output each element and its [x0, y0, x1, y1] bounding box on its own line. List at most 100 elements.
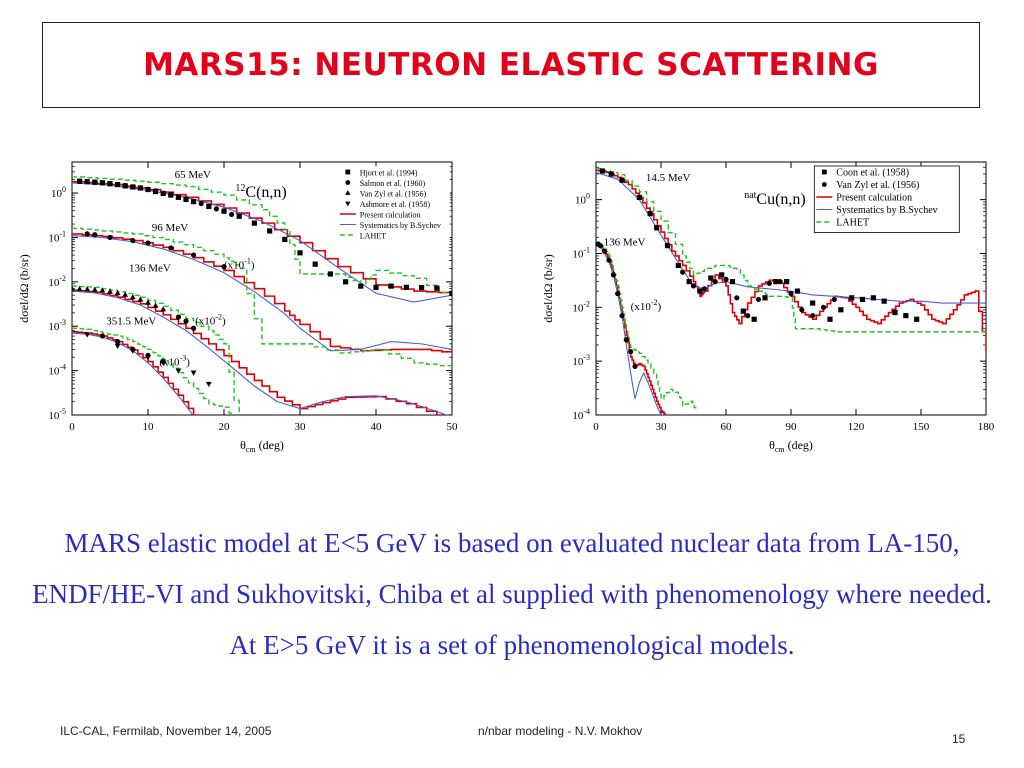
data-point-square — [419, 285, 425, 291]
data-point-circle — [137, 185, 143, 191]
data-point-circle — [734, 295, 740, 301]
data-point-square — [664, 243, 671, 249]
data-point-circle — [183, 318, 189, 324]
legend-label: Salmon et al. (1960) — [360, 179, 426, 188]
data-point-square — [903, 313, 909, 319]
legend: Hjort et al. (1994)Salmon et al. (1960) V… — [337, 166, 450, 244]
legend-label: Hjort et al. (1994) — [360, 169, 418, 178]
data-point-square — [859, 296, 866, 303]
data-point-circle — [145, 240, 151, 246]
legend-marker-square — [345, 169, 351, 175]
x-tick-label: 0 — [593, 421, 599, 433]
data-point-tri-down — [175, 368, 182, 374]
data-point-tri-up — [107, 288, 113, 294]
energy-annotation: (x10-2) — [631, 298, 662, 313]
x-tick-label: 10 — [143, 421, 155, 433]
data-point-circle — [107, 180, 113, 187]
data-point-circle — [820, 304, 827, 310]
data-point-square — [708, 275, 714, 281]
y-tick-label: 100 — [575, 192, 590, 207]
data-point-square — [751, 316, 757, 322]
footer-center: n/nbar modeling - N.V. Mokhov — [478, 724, 643, 738]
data-point-circle — [145, 352, 151, 359]
legend-box — [813, 165, 960, 233]
curve-systematics — [72, 235, 452, 352]
data-point-tri-up — [84, 286, 91, 292]
data-point-square — [160, 190, 166, 197]
data-point-square — [892, 309, 898, 316]
data-point-square — [810, 300, 816, 306]
panel-label: 12C(n,n) — [235, 183, 286, 201]
data-point-square — [827, 316, 833, 322]
data-point-square — [175, 194, 181, 200]
points-group — [596, 168, 920, 369]
x-tick-label: 40 — [371, 421, 383, 433]
x-tick-label: 20 — [219, 421, 231, 433]
curve-systematics — [596, 245, 670, 415]
data-point-circle — [115, 339, 121, 345]
data-point-square — [358, 283, 364, 289]
slide-title: MARS15: NEUTRON ELASTIC SCATTERING — [143, 47, 879, 83]
data-point-square — [619, 177, 625, 183]
data-point-tri-down — [190, 370, 197, 376]
data-point-tri-up — [160, 306, 167, 312]
x-tick-label: 50 — [447, 421, 459, 433]
x-tick-label: 180 — [978, 421, 995, 433]
data-point-circle — [191, 325, 197, 331]
legend-box — [337, 166, 450, 244]
y-tick-label: 10-2 — [48, 274, 66, 289]
data-point-square — [740, 308, 746, 314]
energy-annotation: (x10-3) — [159, 354, 190, 369]
data-point-tri-up — [76, 285, 83, 292]
data-point-square — [312, 261, 318, 267]
data-point-circle — [229, 211, 235, 218]
data-point-circle — [615, 290, 621, 297]
data-point-square — [130, 184, 136, 190]
data-point-circle — [122, 182, 128, 189]
data-point-tri-up — [122, 291, 129, 297]
data-point-circle — [712, 279, 718, 285]
panel-label: natCu(n,n) — [744, 190, 806, 208]
energy-annotation: 65 MeV — [175, 169, 211, 181]
data-point-square — [654, 225, 660, 231]
chart-copper: 10-4 10-3 10-2 10-1 100 0 30 60 90 120 150 180 θcm (… — [541, 161, 995, 454]
x-axis-label: θcm (deg) — [769, 438, 813, 454]
data-point-square — [267, 228, 273, 234]
data-point-circle — [799, 307, 805, 313]
data-point-circle — [680, 269, 686, 275]
legend-marker-tri-down — [345, 201, 351, 207]
y-tick-label: 100 — [51, 185, 66, 200]
data-point-square — [881, 298, 887, 304]
curve-lahet — [72, 227, 452, 368]
y-tick-label: 10-3 — [48, 318, 66, 333]
data-point-square — [675, 262, 681, 269]
x-tick-label: 150 — [913, 421, 930, 433]
y-tick-label: 10-1 — [572, 245, 590, 260]
data-point-circle — [168, 245, 174, 251]
data-point-square — [647, 211, 653, 217]
energy-annotation: 136 MeV — [604, 237, 646, 249]
y-tick-label: 10-4 — [572, 407, 590, 422]
data-point-tri-up — [72, 285, 75, 291]
data-point-square — [870, 295, 876, 301]
x-axis-label: θcm (deg) — [240, 438, 284, 454]
data-point-circle — [160, 358, 166, 365]
data-point-square — [388, 283, 394, 289]
data-point-square — [99, 180, 105, 186]
page-number: 15 — [952, 732, 966, 746]
data-point-tri-up — [137, 296, 144, 302]
energy-annotation: 14.5 MeV — [646, 172, 691, 184]
x-tick-label: 120 — [848, 421, 865, 433]
data-point-circle — [632, 363, 638, 369]
data-point-circle — [810, 313, 816, 319]
data-point-circle — [628, 349, 634, 355]
data-point-square — [636, 194, 642, 201]
data-point-circle — [77, 178, 83, 185]
energy-annotation: (x10-2) — [195, 312, 226, 327]
y-tick-label: 10-4 — [48, 363, 66, 378]
y-tick-label: 10-2 — [572, 299, 590, 314]
energy-annotation: 136 MeV — [129, 263, 171, 275]
data-point-circle — [84, 231, 90, 237]
x-tick-label: 0 — [69, 421, 75, 433]
data-point-circle — [602, 248, 608, 254]
